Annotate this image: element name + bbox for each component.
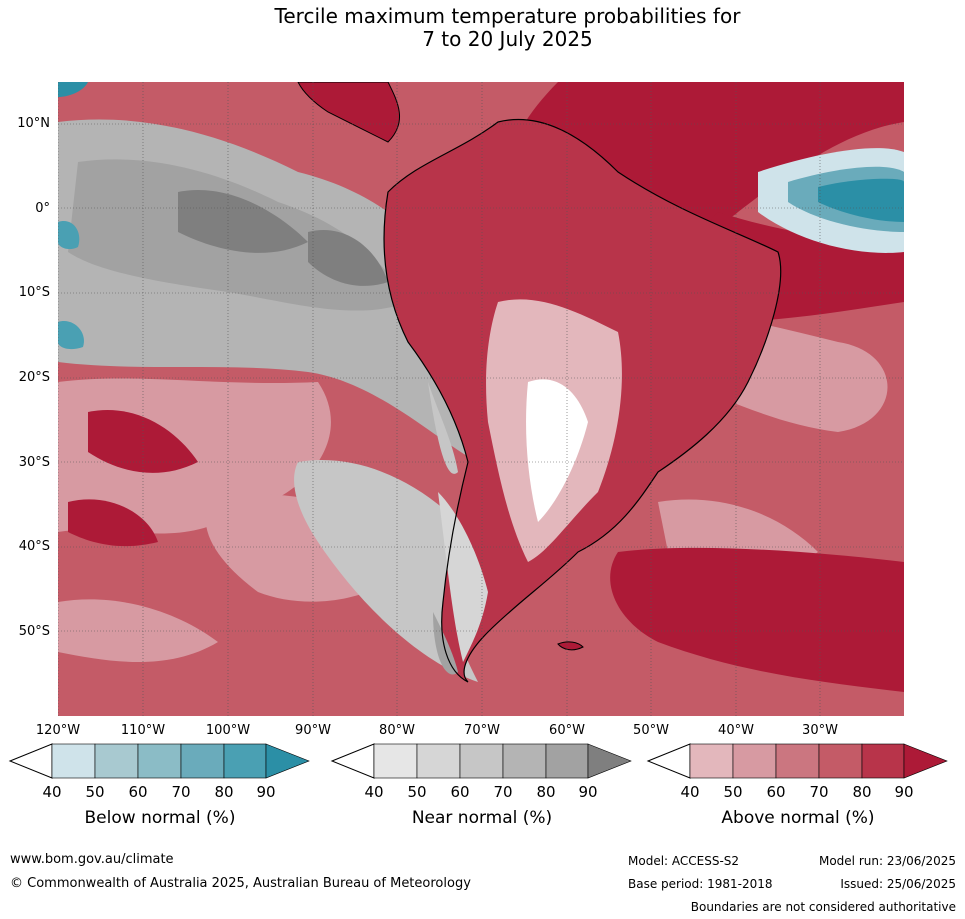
colorbar-tick: 80 [536,783,556,801]
graticule [58,82,904,716]
colorbar-tick: 70 [809,783,829,801]
lat-label: 0° [35,201,50,216]
lat-label: 30°S [18,455,50,470]
lat-label: 50°S [18,624,50,639]
probability-map[interactable] [58,82,904,716]
colorbar-tick: 50 [407,783,427,801]
colorbar-tick: 90 [894,783,914,801]
falkland-islands [557,641,584,651]
base-period-text: Base period: 1981-2018 [628,877,773,891]
lat-label: 10°S [18,285,50,300]
above-normal-legend-title: Above normal (%) [721,808,875,828]
lat-label: 40°S [18,539,50,554]
below-normal-colorbar [8,743,310,779]
lon-label: 30°W [802,723,838,738]
lon-label: 110°W [120,723,166,738]
south-america-land [383,118,782,683]
colorbar-tick: 60 [128,783,148,801]
lon-label: 120°W [35,723,81,738]
lon-label: 40°W [718,723,754,738]
issued-text: Issued: 25/06/2025 [840,877,956,891]
below-normal-region [58,82,904,629]
colorbar-tick: 40 [680,783,700,801]
below-normal-legend-title: Below normal (%) [84,808,236,828]
copyright-text: © Commonwealth of Australia 2025, Austra… [10,876,471,891]
title-line-1: Tercile maximum temperature probabilitie… [274,4,741,28]
colorbar-tick: 80 [852,783,872,801]
near-normal-legend-title: Near normal (%) [411,808,553,828]
central-america-land [297,82,401,143]
colorbar-tick: 50 [723,783,743,801]
colorbar-tick: 90 [256,783,276,801]
lat-label: 20°S [18,370,50,385]
lon-label: 90°W [295,723,331,738]
colorbar-tick: 70 [493,783,513,801]
model-run-text: Model run: 23/06/2025 [818,854,956,868]
model-text: Model: ACCESS-S2 [628,854,740,868]
map-title: Tercile maximum temperature probabilitie… [0,5,965,51]
near-normal-colorbar [330,743,632,779]
colorbar-tick: 40 [42,783,62,801]
colorbar-tick: 60 [766,783,786,801]
lon-label: 80°W [379,723,415,738]
disclaimer-text: Boundaries are not considered authoritat… [690,900,956,914]
bom-url-link[interactable]: www.bom.gov.au/climate [10,852,174,867]
lon-label: 50°W [633,723,669,738]
title-line-2: 7 to 20 July 2025 [422,27,593,51]
lon-label: 60°W [549,723,585,738]
above-normal-colorbar [646,743,948,779]
near-normal-region [58,119,487,682]
colorbar-tick: 40 [364,783,384,801]
lat-label: 10°N [17,116,50,131]
colorbar-tick: 50 [85,783,105,801]
colorbar-tick: 90 [578,783,598,801]
lon-label: 100°W [205,723,251,738]
lon-label: 70°W [464,723,500,738]
colorbar-tick: 70 [171,783,191,801]
colorbar-tick: 60 [450,783,470,801]
colorbar-tick: 80 [214,783,234,801]
